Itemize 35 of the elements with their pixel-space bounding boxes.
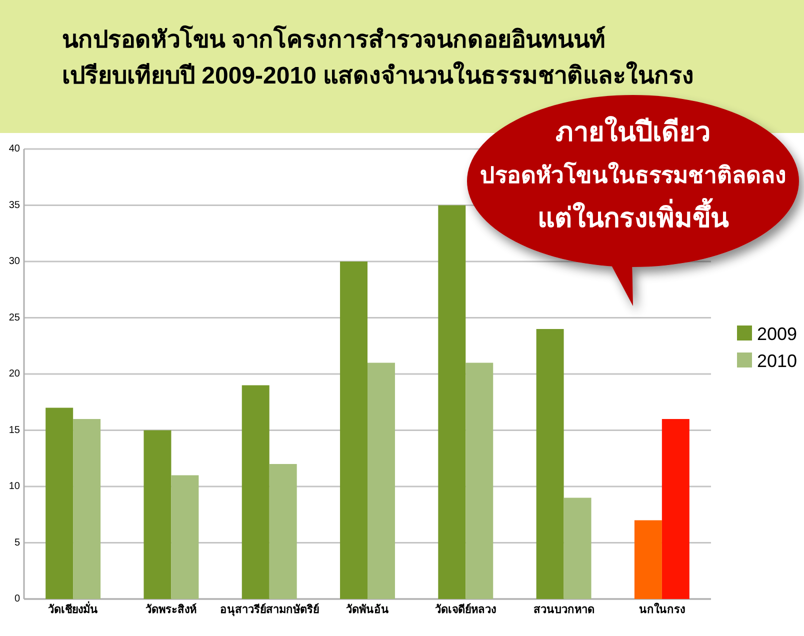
y-tick-label: 30 [8,256,20,267]
bar [171,475,199,599]
bar [564,498,592,599]
legend-label: 2010 [757,351,798,371]
bar [466,362,494,599]
x-tick-label: อนุสาวรีย์สามกษัตริย์ [220,603,319,617]
y-tick-label: 25 [8,312,20,324]
y-tick-label: 40 [8,144,20,154]
legend-label: 2009 [757,324,798,344]
bar [340,262,368,599]
y-tick-label: 35 [8,200,20,211]
y-tick-label: 20 [8,368,20,380]
x-tick-label: นกในกรง [638,602,685,616]
bar [368,362,395,599]
bar [662,419,690,599]
y-tick-label: 10 [8,481,20,492]
x-tick-label: วัดเจดีย์หลวง [435,603,496,616]
bar [438,205,466,599]
bar [269,464,297,599]
annotation: ภายในปีเดียว ปรอดหัวโขนในธรรมชาติลดลง แต่ในกรงเพิ่มขึ้น [480,116,786,233]
y-tick-label: 15 [8,424,20,436]
x-tick-label: วัดพระสิงห์ [146,603,197,616]
bar [73,419,101,599]
bar [242,385,270,599]
bar [536,329,564,599]
chart-title: นกปรอดหัวโขน จากโครงการสำรวจนกดอยอินทนนท์ [62,24,606,54]
x-tick-label: วัดเชียงมั่น [48,601,98,616]
x-tick-label: วัดพันอ้น [346,603,389,616]
bar [634,520,662,599]
y-tick-label: 5 [14,537,20,548]
bar [46,408,74,599]
y-tick-label: 0 [14,594,20,604]
bar [144,430,172,599]
x-tick-label: สวนบวกหาด [533,604,594,616]
chart-subtitle: เปรียบเทียบปี 2009-2010 แสดงจำนวนในธรรมชาติและในกรง [62,60,694,90]
